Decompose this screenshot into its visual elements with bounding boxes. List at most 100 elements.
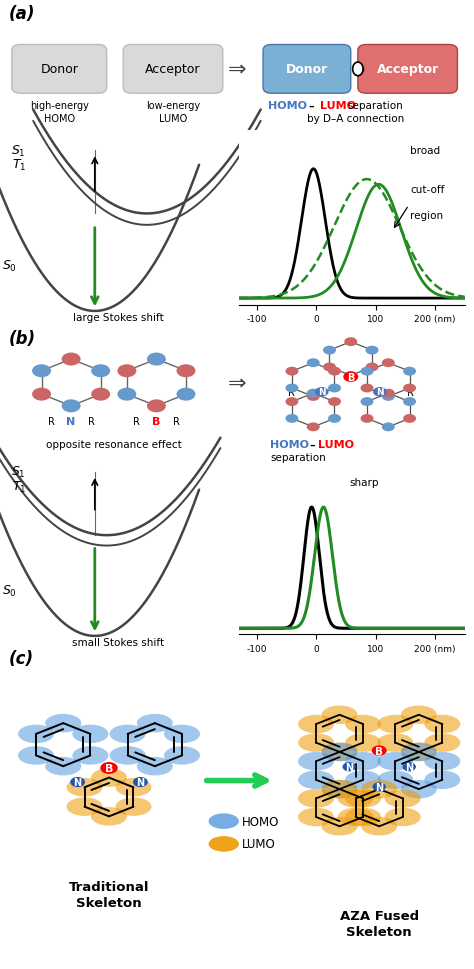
- Ellipse shape: [401, 743, 437, 762]
- Text: (b): (b): [9, 329, 36, 348]
- Circle shape: [328, 397, 341, 407]
- Ellipse shape: [66, 797, 102, 816]
- Text: B: B: [375, 746, 383, 756]
- Ellipse shape: [377, 715, 413, 734]
- Circle shape: [328, 367, 341, 376]
- Circle shape: [285, 415, 299, 423]
- Text: small Stokes shift: small Stokes shift: [73, 638, 164, 647]
- Text: $T_1$: $T_1$: [12, 480, 26, 494]
- Circle shape: [403, 367, 416, 376]
- Circle shape: [361, 415, 374, 423]
- Circle shape: [361, 397, 374, 407]
- Circle shape: [361, 384, 374, 393]
- Text: HOMO: HOMO: [242, 815, 279, 828]
- Ellipse shape: [377, 734, 413, 752]
- Circle shape: [315, 388, 328, 397]
- Ellipse shape: [345, 790, 381, 808]
- Ellipse shape: [91, 768, 127, 787]
- Ellipse shape: [345, 808, 381, 827]
- Circle shape: [147, 400, 166, 413]
- Text: large Stokes shift: large Stokes shift: [73, 313, 164, 323]
- Circle shape: [344, 371, 357, 381]
- Ellipse shape: [424, 770, 460, 790]
- Circle shape: [91, 389, 110, 401]
- Circle shape: [373, 782, 386, 792]
- Ellipse shape: [321, 743, 357, 762]
- Text: N: N: [318, 388, 326, 397]
- FancyBboxPatch shape: [123, 46, 223, 94]
- Text: LUMO: LUMO: [318, 440, 354, 450]
- Ellipse shape: [321, 705, 357, 724]
- Circle shape: [32, 365, 51, 378]
- Ellipse shape: [137, 757, 173, 775]
- Text: (a): (a): [9, 5, 35, 23]
- Ellipse shape: [18, 746, 54, 765]
- Text: low-energy: low-energy: [146, 101, 200, 110]
- Text: $T_1$: $T_1$: [12, 158, 26, 173]
- Text: B: B: [105, 764, 113, 773]
- Ellipse shape: [424, 715, 460, 734]
- Text: N: N: [405, 762, 413, 772]
- Text: Acceptor: Acceptor: [145, 63, 201, 77]
- Circle shape: [403, 415, 416, 423]
- Ellipse shape: [116, 797, 152, 816]
- Circle shape: [62, 353, 81, 366]
- Ellipse shape: [109, 725, 146, 743]
- Text: R: R: [173, 416, 180, 426]
- Text: broad: broad: [410, 146, 440, 156]
- Text: separation: separation: [270, 453, 326, 463]
- Circle shape: [307, 390, 319, 398]
- Ellipse shape: [137, 714, 173, 733]
- Text: R: R: [133, 416, 140, 426]
- Ellipse shape: [353, 63, 363, 77]
- Ellipse shape: [401, 743, 437, 762]
- Ellipse shape: [345, 752, 381, 770]
- Text: ⇒: ⇒: [228, 60, 246, 79]
- Circle shape: [323, 363, 336, 372]
- Ellipse shape: [361, 780, 397, 798]
- Ellipse shape: [424, 752, 460, 770]
- Text: by multiple resonance effect: by multiple resonance effect: [270, 466, 420, 476]
- Text: HOMO: HOMO: [44, 113, 75, 124]
- Circle shape: [343, 372, 358, 383]
- Text: Traditional: Traditional: [69, 880, 149, 892]
- Circle shape: [372, 745, 387, 756]
- Circle shape: [382, 390, 395, 398]
- Circle shape: [285, 367, 299, 376]
- Text: –: –: [308, 102, 314, 111]
- Text: separation: separation: [347, 102, 403, 111]
- Circle shape: [32, 389, 51, 401]
- Ellipse shape: [361, 817, 397, 835]
- Ellipse shape: [298, 790, 334, 808]
- Ellipse shape: [321, 780, 357, 798]
- Circle shape: [70, 777, 85, 787]
- Text: Donor: Donor: [40, 63, 78, 77]
- Ellipse shape: [321, 780, 357, 798]
- Text: HOMO: HOMO: [270, 440, 309, 450]
- Text: LUMO: LUMO: [159, 113, 187, 124]
- Circle shape: [176, 389, 195, 401]
- Circle shape: [382, 392, 395, 401]
- Circle shape: [100, 763, 118, 774]
- Text: R: R: [407, 388, 414, 397]
- Circle shape: [176, 365, 195, 378]
- Ellipse shape: [424, 734, 460, 752]
- Text: region: region: [410, 210, 443, 221]
- Ellipse shape: [345, 734, 381, 752]
- Circle shape: [402, 763, 416, 771]
- Circle shape: [343, 763, 356, 771]
- Text: R: R: [47, 416, 55, 426]
- Ellipse shape: [321, 817, 357, 835]
- Circle shape: [285, 397, 299, 407]
- Ellipse shape: [164, 746, 200, 765]
- Ellipse shape: [298, 752, 334, 770]
- Ellipse shape: [385, 790, 421, 808]
- Ellipse shape: [18, 725, 54, 743]
- Text: N: N: [376, 388, 383, 397]
- Circle shape: [307, 359, 319, 368]
- Text: AZA Fused: AZA Fused: [340, 909, 419, 922]
- Text: (c): (c): [9, 649, 34, 668]
- Circle shape: [91, 365, 110, 378]
- Text: –: –: [309, 440, 315, 450]
- Text: N: N: [73, 777, 82, 787]
